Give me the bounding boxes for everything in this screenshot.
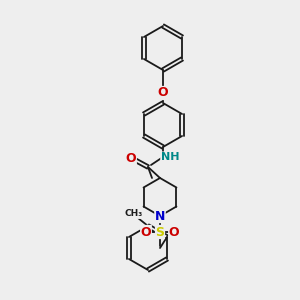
Text: N: N: [155, 209, 165, 223]
Text: NH: NH: [161, 152, 179, 162]
Text: O: O: [158, 86, 168, 100]
Text: O: O: [169, 226, 179, 238]
Text: S: S: [155, 226, 164, 238]
Text: O: O: [126, 152, 136, 164]
Text: O: O: [141, 226, 151, 238]
Text: CH₃: CH₃: [125, 209, 143, 218]
